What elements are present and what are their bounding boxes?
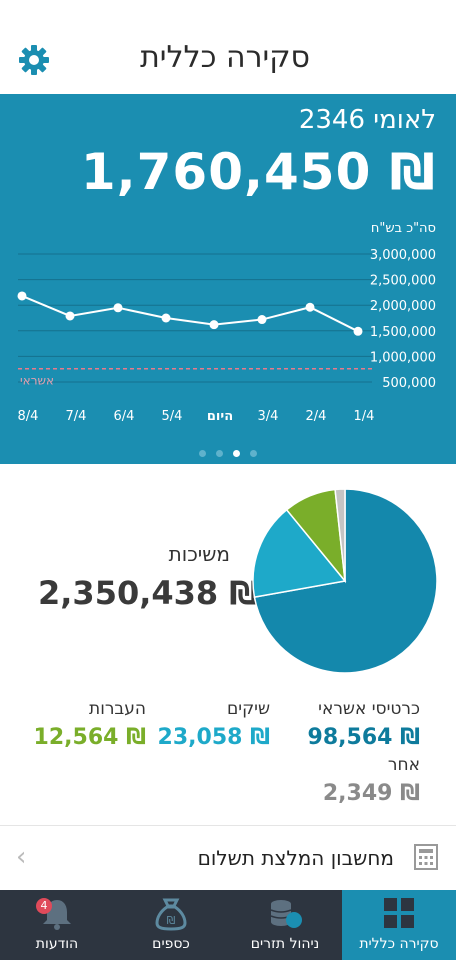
page-dot[interactable] xyxy=(216,450,223,457)
x-tick-label: היום xyxy=(207,409,233,424)
stat-value: 2,349 ₪ xyxy=(322,781,420,806)
data-point xyxy=(17,291,27,301)
data-point xyxy=(113,303,123,313)
y-tick-label: 2,000,000 xyxy=(370,299,436,314)
tab-label: כספים xyxy=(152,936,190,952)
tab-label: הודעות xyxy=(35,936,79,952)
stat-transfers[interactable]: העברות 12,564 ₪ xyxy=(34,698,146,752)
page-dot-active[interactable] xyxy=(233,450,240,457)
bottom-tab-bar: 4 הודעות ₪ כספים ניהול תזרים סקירה כללית xyxy=(0,890,456,960)
x-tick-label: 3/4 xyxy=(258,409,279,424)
dashboard-icon xyxy=(384,898,414,928)
stat-checks[interactable]: שיקים 23,058 ₪ xyxy=(158,698,270,752)
stat-label: אחר xyxy=(387,755,420,775)
x-tick-label: 8/4 xyxy=(18,409,39,424)
pie-slice xyxy=(334,488,346,582)
y-axis-label: סה"כ בש"ח xyxy=(371,221,436,236)
tab-notifications[interactable]: 4 הודעות xyxy=(0,890,114,960)
tab-overview[interactable]: סקירה כללית xyxy=(342,890,456,960)
calculator-icon xyxy=(414,844,438,870)
tab-finances[interactable]: ₪ כספים xyxy=(114,890,228,960)
stat-label: שיקים xyxy=(227,699,270,719)
notification-badge: 4 xyxy=(36,898,52,914)
pie-slice xyxy=(252,508,347,599)
balance-line-chart: סה"כ בש"ח 3,000,000 2,500,000 2,000,000 1,50… xyxy=(17,221,436,424)
stat-label: העברות xyxy=(89,699,146,719)
x-tick-label: 7/4 xyxy=(66,409,87,424)
stat-other[interactable]: אחר 2,349 ₪ xyxy=(323,754,420,808)
page-dot[interactable] xyxy=(250,450,257,457)
payment-calculator-row[interactable]: מחשבון המלצת תשלום ‹ xyxy=(0,825,456,890)
y-tick-label: 1,000,000 xyxy=(370,350,436,365)
account-balance: 1,760,450 ₪ xyxy=(80,143,436,201)
credit-limit-label: אשראי xyxy=(20,374,54,388)
svg-text:₪: ₪ xyxy=(167,914,176,927)
app-header: סקירה כללית xyxy=(0,0,456,94)
stat-value: 12,564 ₪ xyxy=(33,725,146,750)
balance-card[interactable]: לאומי 2346 1,760,450 ₪ סה"כ בש"ח 3,000,00… xyxy=(0,94,456,464)
page-dot[interactable] xyxy=(199,450,206,457)
tab-label: ניהול תזרים xyxy=(250,936,320,952)
pagination-dots[interactable] xyxy=(0,442,456,461)
x-tick-label: 6/4 xyxy=(114,409,135,424)
stat-credit-cards[interactable]: כרטיסי אשראי 98,564 ₪ xyxy=(308,698,420,752)
data-point xyxy=(161,313,171,323)
loans-section: משיכות 2,350,438 ₪ כרטיסי אשראי 98,564 ₪… xyxy=(0,464,456,824)
loans-label: משיכות xyxy=(168,542,230,566)
y-tick-label: 3,000,000 xyxy=(370,248,436,263)
stat-value: 98,564 ₪ xyxy=(307,725,420,750)
y-tick-label: 2,500,000 xyxy=(370,274,436,289)
x-tick-label: 2/4 xyxy=(306,409,327,424)
data-point xyxy=(257,315,267,325)
series-line xyxy=(21,295,359,333)
account-name: לאומי 2346 xyxy=(298,105,436,135)
data-point xyxy=(353,326,363,336)
x-tick-label: 5/4 xyxy=(162,409,183,424)
page-title: סקירה כללית xyxy=(140,40,310,75)
tab-label: סקירה כללית xyxy=(359,936,439,952)
tab-cashflow[interactable]: ניהול תזרים xyxy=(228,890,342,960)
y-tick-label: 1,500,000 xyxy=(370,325,436,340)
data-point xyxy=(209,320,219,330)
x-tick-label: 1/4 xyxy=(354,409,375,424)
stat-label: כרטיסי אשראי xyxy=(318,699,420,719)
calculator-label: מחשבון המלצת תשלום xyxy=(197,846,394,870)
data-point xyxy=(305,302,315,312)
breakdown-pie-chart xyxy=(252,488,438,674)
chevron-left-icon[interactable]: ‹ xyxy=(16,842,27,872)
gear-icon[interactable] xyxy=(18,44,50,76)
y-tick-label: 500,000 xyxy=(382,376,436,391)
money-bag-icon: ₪ xyxy=(155,898,187,931)
coins-icon xyxy=(270,900,302,928)
loans-value: 2,350,438 ₪ xyxy=(38,574,259,612)
data-point xyxy=(65,311,75,321)
stat-value: 23,058 ₪ xyxy=(157,725,270,750)
